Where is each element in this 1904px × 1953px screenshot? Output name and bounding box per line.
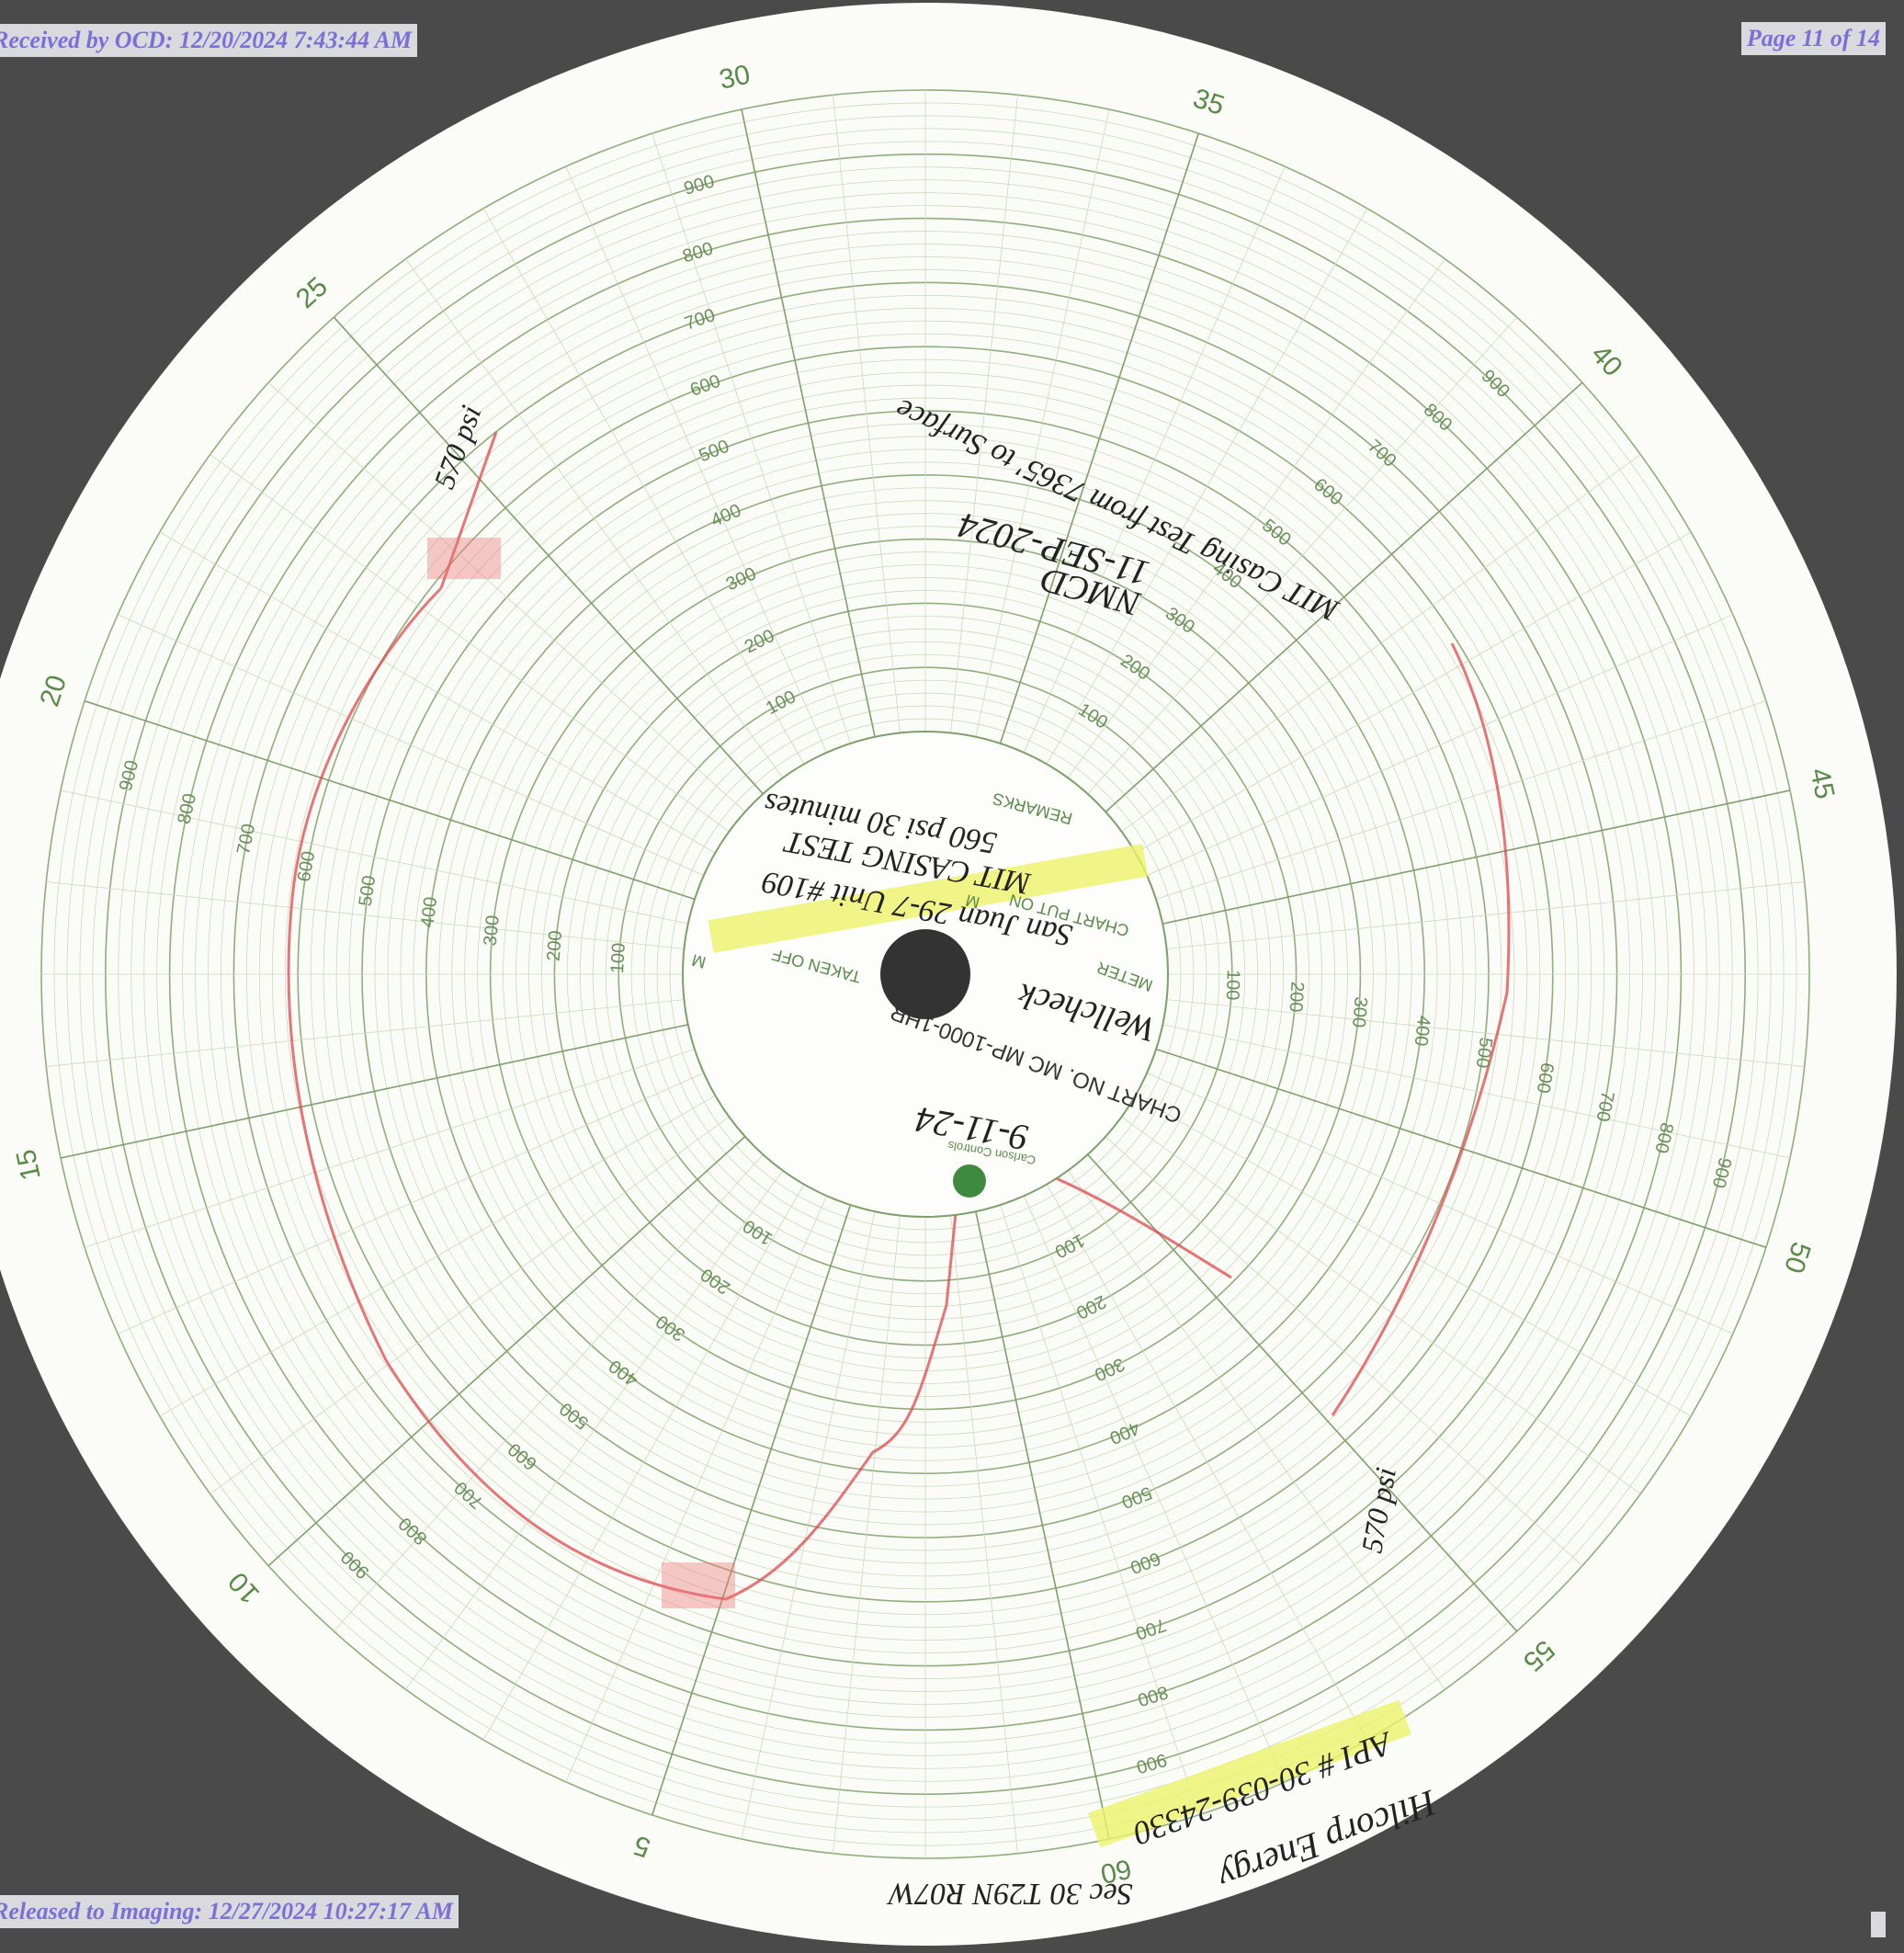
pressure-label: 200 <box>1286 981 1308 1013</box>
grid-radial <box>1121 1116 1641 1494</box>
stamp-marker <box>1871 1912 1886 1937</box>
time-label: 60 <box>1098 1853 1135 1889</box>
grid-radial <box>833 95 901 733</box>
pen-trace <box>439 431 498 589</box>
grid-radial <box>1024 1196 1286 1782</box>
grid-radial <box>565 166 827 753</box>
grid-radial <box>950 1215 1018 1854</box>
grid-radial <box>267 1136 746 1567</box>
released-stamp: Released to Imaging: 12/27/2024 10:27:17… <box>0 1895 459 1928</box>
grid-radial <box>1087 316 1518 795</box>
grid <box>40 89 1810 1859</box>
highlight <box>708 844 1149 953</box>
grid-radial <box>405 258 784 778</box>
pressure-label: 200 <box>544 930 566 962</box>
grid-radial <box>159 531 716 854</box>
grid-radial <box>1046 208 1368 765</box>
grid-radial <box>1067 1170 1445 1690</box>
time-label: 45 <box>1804 766 1840 802</box>
grid-radial <box>1155 700 1767 900</box>
grid-radial <box>1046 1184 1368 1741</box>
received-stamp: Received by OCD: 12/20/2024 7:43:44 AM <box>0 24 418 57</box>
grid-radial <box>1121 454 1641 833</box>
grid-radial <box>267 381 746 812</box>
grid-radial <box>118 1073 704 1334</box>
grid-radial <box>210 1116 730 1494</box>
grid-radial <box>46 881 685 949</box>
pressure-label: 500 <box>356 874 380 907</box>
center-hole <box>880 929 970 1019</box>
pressure-label: 300 <box>1348 996 1371 1028</box>
grid-radial <box>482 1184 805 1741</box>
time-label: 30 <box>717 60 754 96</box>
pen-smear <box>427 538 501 579</box>
grid-radial <box>1166 999 1805 1067</box>
put-on-m: M <box>964 891 982 912</box>
pen-smear <box>662 1562 735 1608</box>
grid-radial <box>1135 1095 1692 1417</box>
pressure-label: 100 <box>607 942 629 973</box>
pressure-label: 400 <box>417 896 441 929</box>
pressure-label: 600 <box>1533 1062 1558 1096</box>
grid-radial <box>1067 258 1445 778</box>
grid-radial <box>159 1095 716 1417</box>
grid-radial <box>1162 789 1791 925</box>
pressure-label: 400 <box>1411 1015 1434 1048</box>
grid-radial <box>1155 1048 1767 1249</box>
grid-radial <box>1000 1204 1199 1816</box>
grid-radial <box>1147 614 1733 876</box>
grid-radial <box>741 108 876 737</box>
taken-off-m: M <box>690 950 708 971</box>
grid-radial <box>652 132 851 744</box>
grid-radial <box>84 1049 696 1248</box>
grid-radial <box>210 454 730 833</box>
grid-radial <box>950 95 1018 733</box>
grid-radial <box>1166 881 1805 949</box>
grid-radial <box>46 999 685 1067</box>
grid-radial <box>333 316 764 795</box>
grid-radial <box>1162 1024 1791 1159</box>
maker-logo <box>953 1164 986 1198</box>
grid-radial <box>741 1211 876 1840</box>
grid-radial <box>999 132 1200 744</box>
grid-radial <box>60 1024 688 1159</box>
grid-radial <box>1105 1136 1583 1567</box>
grid-radial <box>975 1211 1110 1840</box>
grid-radial <box>651 1204 852 1816</box>
grid-radial <box>1105 381 1583 812</box>
pressure-label: 100 <box>1222 970 1243 1001</box>
grid-radial <box>405 1170 784 1690</box>
pressure-label: 500 <box>1472 1036 1496 1069</box>
time-label: 15 <box>11 1147 47 1184</box>
grid-radial <box>482 208 805 765</box>
grid-radial <box>1135 531 1692 854</box>
location: Sec 30 T29N R07W <box>887 1877 1133 1911</box>
grid-radial <box>60 789 688 925</box>
grid-radial <box>333 1153 764 1632</box>
page-stamp: Page 11 of 14 <box>1740 22 1886 55</box>
grid-radial <box>118 614 704 876</box>
grid-radial <box>84 699 696 901</box>
highlight <box>1088 1699 1411 1848</box>
grid-radial <box>833 1215 901 1854</box>
grid-radial <box>1024 166 1286 753</box>
grid-radial <box>565 1196 827 1782</box>
grid-radial <box>975 108 1110 737</box>
pressure-label: 300 <box>481 914 504 947</box>
grid-radial <box>1147 1073 1733 1334</box>
